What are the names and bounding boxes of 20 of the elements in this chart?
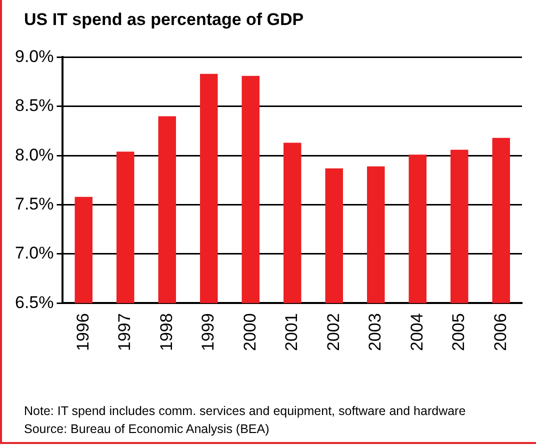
x-tick-label: 2000 <box>240 313 260 352</box>
x-tick-label: 1997 <box>115 313 134 352</box>
chart-title: US IT spend as percentage of GDP <box>24 10 304 30</box>
x-tick-label: 2004 <box>407 313 426 352</box>
x-tick-label: 2001 <box>282 313 302 352</box>
x-tick-label: 2005 <box>449 313 468 352</box>
x-tick-label: 1996 <box>73 313 92 352</box>
y-tick-label: 8.0% <box>15 145 54 164</box>
y-tick-label: 7.5% <box>15 194 54 214</box>
x-tick-label: 2003 <box>366 313 385 352</box>
x-tick-label: 1999 <box>198 313 218 352</box>
y-tick-label: 9.0% <box>15 46 54 66</box>
x-tick-label: 2006 <box>490 313 510 352</box>
x-tick-label: 1998 <box>156 313 176 352</box>
text: Note: IT spend includes comm. services and equipment, software and hardware <box>24 403 466 420</box>
y-tick-label: 6.5% <box>15 292 54 312</box>
y-tick-label: 8.5% <box>15 96 54 116</box>
y-tick-label: 7.0% <box>15 244 54 263</box>
x-tick-label: 2002 <box>324 313 343 352</box>
source-note: Source: Bureau of Economic Analysis (BEA) <box>24 421 270 438</box>
